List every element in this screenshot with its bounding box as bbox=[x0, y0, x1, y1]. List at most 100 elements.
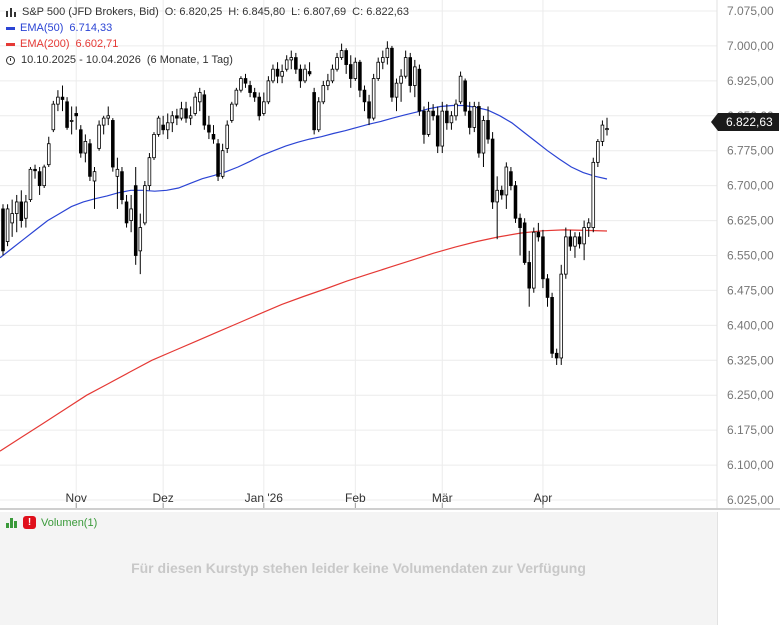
candle[interactable] bbox=[289, 50, 294, 70]
candle[interactable] bbox=[138, 213, 143, 275]
candle[interactable] bbox=[294, 52, 298, 74]
candle[interactable] bbox=[445, 104, 449, 130]
candle[interactable] bbox=[143, 180, 147, 226]
candle[interactable] bbox=[33, 164, 37, 179]
candle[interactable] bbox=[371, 73, 376, 121]
candle[interactable] bbox=[225, 120, 229, 154]
candle[interactable] bbox=[463, 78, 467, 116]
candle[interactable] bbox=[220, 143, 225, 179]
price-chart[interactable]: 7.075,007.000,006.925,006.850,006.775,00… bbox=[0, 0, 780, 512]
candle[interactable] bbox=[111, 118, 115, 172]
candle[interactable] bbox=[202, 90, 207, 130]
candle[interactable] bbox=[348, 55, 353, 88]
candle[interactable] bbox=[381, 50, 385, 70]
candle[interactable] bbox=[509, 167, 513, 191]
candle[interactable] bbox=[257, 92, 262, 121]
candle[interactable] bbox=[564, 227, 568, 279]
candle[interactable] bbox=[344, 48, 348, 74]
candle[interactable] bbox=[454, 99, 458, 121]
candle[interactable] bbox=[600, 120, 605, 147]
candle[interactable] bbox=[376, 57, 380, 81]
candle[interactable] bbox=[513, 180, 518, 223]
candle[interactable] bbox=[156, 115, 161, 137]
candle[interactable] bbox=[477, 101, 481, 158]
candle[interactable] bbox=[37, 167, 42, 195]
candle[interactable] bbox=[51, 100, 56, 133]
candle[interactable] bbox=[582, 220, 586, 261]
candle[interactable] bbox=[554, 348, 559, 365]
candle[interactable] bbox=[19, 190, 24, 228]
candle[interactable] bbox=[133, 167, 138, 265]
candle[interactable] bbox=[147, 153, 152, 191]
legend-ema50-row[interactable]: EMA(50) 6.714,33 bbox=[6, 20, 409, 36]
candle[interactable] bbox=[24, 194, 28, 228]
candle[interactable] bbox=[536, 222, 541, 242]
candle[interactable] bbox=[92, 167, 97, 209]
candle[interactable] bbox=[522, 218, 527, 265]
candle[interactable] bbox=[586, 218, 591, 237]
candle[interactable] bbox=[79, 125, 83, 158]
candle[interactable] bbox=[234, 87, 239, 107]
candle[interactable] bbox=[243, 73, 248, 88]
candle[interactable] bbox=[435, 106, 440, 154]
candle[interactable] bbox=[399, 69, 403, 102]
candle[interactable] bbox=[124, 194, 129, 228]
candle[interactable] bbox=[481, 115, 486, 168]
candle[interactable] bbox=[303, 64, 307, 84]
candle[interactable] bbox=[422, 106, 426, 144]
candle[interactable] bbox=[42, 164, 46, 188]
candle[interactable] bbox=[499, 185, 504, 200]
candle[interactable] bbox=[431, 104, 435, 121]
candle[interactable] bbox=[358, 59, 362, 98]
candle[interactable] bbox=[298, 64, 303, 88]
candle[interactable] bbox=[591, 157, 596, 233]
candle[interactable] bbox=[312, 87, 316, 135]
candle[interactable] bbox=[532, 227, 536, 293]
candle[interactable] bbox=[504, 162, 509, 209]
candle[interactable] bbox=[316, 97, 321, 133]
candle[interactable] bbox=[271, 64, 275, 84]
candle[interactable] bbox=[97, 120, 101, 151]
candle[interactable] bbox=[252, 87, 257, 102]
candle[interactable] bbox=[518, 213, 522, 256]
candle[interactable] bbox=[559, 264, 564, 365]
candle[interactable] bbox=[408, 52, 413, 93]
candle[interactable] bbox=[28, 167, 33, 202]
candle[interactable] bbox=[495, 176, 499, 240]
candle[interactable] bbox=[284, 55, 289, 72]
candle[interactable] bbox=[5, 204, 10, 247]
candle[interactable] bbox=[573, 232, 577, 258]
candle[interactable] bbox=[353, 57, 358, 81]
candle[interactable] bbox=[426, 101, 431, 137]
candle[interactable] bbox=[161, 115, 165, 135]
candle[interactable] bbox=[440, 101, 445, 154]
candle[interactable] bbox=[417, 64, 422, 116]
candle[interactable] bbox=[394, 78, 399, 112]
candle[interactable] bbox=[175, 108, 179, 126]
candle[interactable] bbox=[216, 139, 220, 181]
candle[interactable] bbox=[120, 167, 124, 205]
candle[interactable] bbox=[472, 101, 477, 133]
candle[interactable] bbox=[65, 97, 69, 130]
candle[interactable] bbox=[449, 111, 454, 130]
candle[interactable] bbox=[577, 232, 582, 249]
candle[interactable] bbox=[188, 106, 193, 126]
candle[interactable] bbox=[152, 132, 156, 161]
candle[interactable] bbox=[129, 194, 133, 233]
candle[interactable] bbox=[207, 115, 211, 140]
candle[interactable] bbox=[339, 43, 344, 60]
candle[interactable] bbox=[262, 92, 266, 116]
candle[interactable] bbox=[550, 292, 554, 358]
candle[interactable] bbox=[197, 87, 202, 112]
candle[interactable] bbox=[69, 106, 74, 135]
candle[interactable] bbox=[596, 139, 600, 168]
candle[interactable] bbox=[74, 106, 78, 130]
candle[interactable] bbox=[413, 59, 417, 98]
candle[interactable] bbox=[605, 117, 609, 136]
candle[interactable] bbox=[184, 101, 188, 123]
candle[interactable] bbox=[362, 85, 367, 112]
candle[interactable] bbox=[275, 62, 280, 84]
candle[interactable] bbox=[458, 71, 463, 105]
candle[interactable] bbox=[115, 157, 120, 209]
candle[interactable] bbox=[101, 115, 106, 135]
